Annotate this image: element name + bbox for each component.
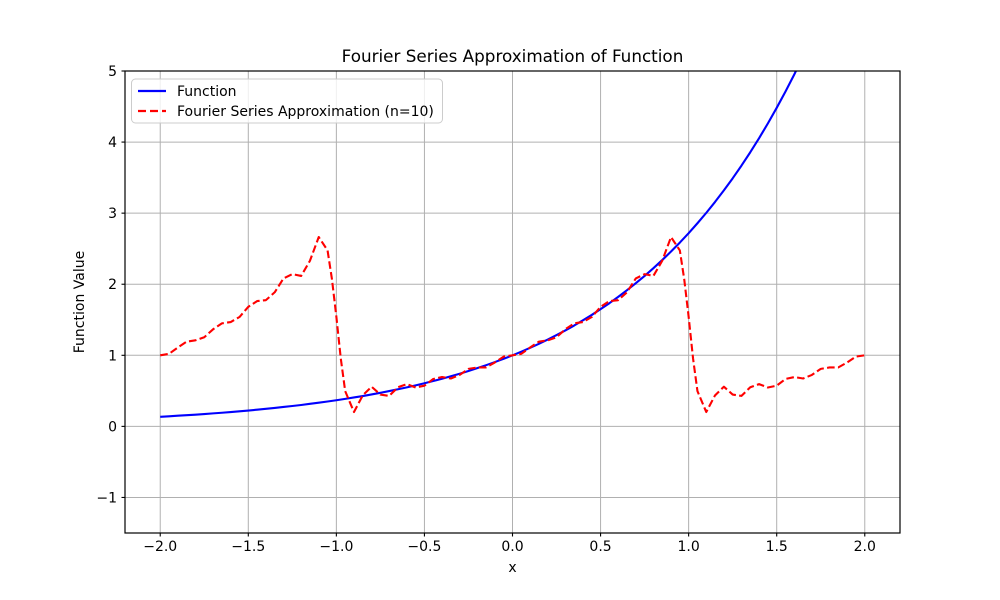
y-tick-label: −1	[96, 490, 117, 506]
legend-label-fourier-approximation: Fourier Series Approximation (n=10)	[177, 104, 434, 120]
x-tick-label: 1.0	[678, 539, 700, 555]
x-axis-label: x	[508, 560, 516, 576]
x-tick-label: −1.0	[319, 539, 353, 555]
y-tick-label: 5	[108, 64, 117, 80]
x-tick-label: 2.0	[854, 539, 876, 555]
legend: Function Fourier Series Approximation (n=…	[131, 78, 443, 124]
x-tick-label: −1.5	[231, 539, 265, 555]
y-tick-label: 2	[108, 277, 117, 293]
legend-entry-function: Function	[138, 84, 237, 100]
y-tick-label: 1	[108, 348, 117, 364]
ticks	[121, 70, 866, 537]
y-tick-label: 0	[108, 419, 117, 435]
series-group	[160, 71, 865, 418]
grid	[125, 70, 900, 533]
legend-label-function: Function	[177, 84, 237, 100]
chart-title: Fourier Series Approximation of Function	[342, 46, 684, 66]
y-tick-label: 4	[108, 135, 117, 151]
x-tick-label: 1.5	[766, 539, 788, 555]
y-axis-label: Function Value	[72, 251, 88, 353]
legend-box	[131, 78, 443, 124]
x-tick-label: −2.0	[143, 539, 177, 555]
x-tick-label: −0.5	[407, 539, 441, 555]
legend-entry-fourier-approximation: Fourier Series Approximation (n=10)	[138, 104, 434, 120]
series-fourier-approximation-line	[160, 235, 865, 414]
x-tick-label: 0.0	[501, 539, 523, 555]
y-tick-label: 3	[108, 206, 117, 222]
x-tick-label: 0.5	[589, 539, 611, 555]
